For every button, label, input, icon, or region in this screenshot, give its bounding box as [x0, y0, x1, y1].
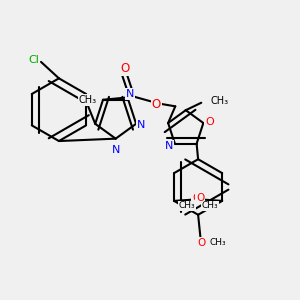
Text: N: N: [112, 145, 120, 155]
Text: N: N: [165, 141, 173, 151]
Text: O: O: [196, 193, 204, 203]
Text: N: N: [126, 89, 134, 99]
Text: CH₃: CH₃: [201, 202, 218, 211]
Text: CH₃: CH₃: [210, 96, 228, 106]
Text: O: O: [205, 116, 214, 127]
Text: O: O: [197, 238, 205, 248]
Text: O: O: [121, 62, 130, 75]
Text: O: O: [152, 98, 161, 111]
Text: CH₃: CH₃: [178, 202, 195, 211]
Text: Cl: Cl: [28, 55, 39, 65]
Text: O: O: [192, 193, 200, 203]
Text: CH₃: CH₃: [79, 95, 97, 105]
Text: CH₃: CH₃: [209, 238, 226, 247]
Text: N: N: [137, 120, 146, 130]
